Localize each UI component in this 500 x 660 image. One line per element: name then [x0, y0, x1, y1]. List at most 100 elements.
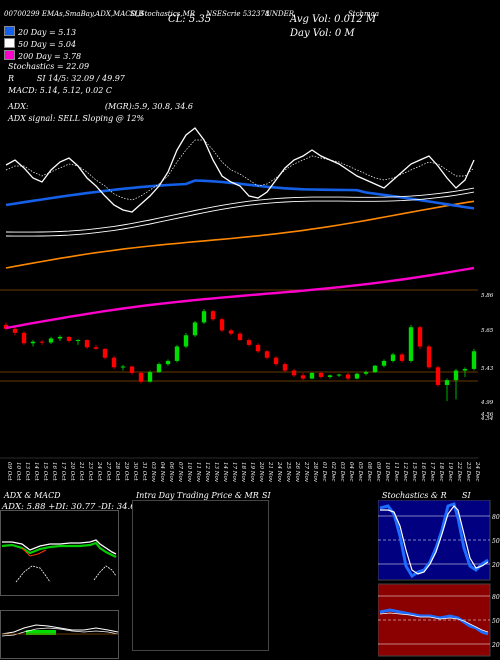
candle-body — [120, 366, 126, 368]
candle-body — [444, 380, 450, 385]
date-tick-label: 16 Dec — [420, 462, 426, 482]
close-price-line — [5, 127, 475, 213]
intraday-title-suffix: SI — [262, 491, 271, 500]
macd-readout: MACD: 5.14, 5.12, 0.02 C — [8, 86, 113, 95]
price-chart: 5.86 5.65 5.43 4.99 4.564.54 09 Oct 10 Oct 13 O… — [0, 127, 494, 483]
date-tick-label: 17 Oct — [60, 462, 66, 481]
date-tick-label: 12 Dec — [402, 462, 408, 482]
adx-macd-panel — [0, 510, 119, 659]
avg-volume: Avg Vol: 0.012 M — [290, 14, 377, 25]
candle-body — [282, 364, 288, 371]
candle-body — [192, 322, 198, 336]
price-axis-label: 4.54 — [480, 416, 494, 422]
date-tick-label: 03 Dec — [339, 462, 345, 482]
candle-body — [399, 354, 405, 361]
intraday-panel — [132, 500, 269, 651]
ma20-line — [5, 179, 475, 210]
candle-body — [138, 372, 144, 382]
ma20-swatch — [4, 26, 15, 36]
candle-body — [273, 357, 279, 365]
candle-body — [183, 335, 189, 347]
candle-body — [39, 341, 45, 343]
date-tick-label: 18 Dec — [438, 462, 444, 482]
intraday-frame — [132, 500, 269, 651]
date-tick-label: 24 Nov — [276, 461, 282, 483]
stoch-fast-line — [379, 502, 489, 579]
candle-body — [345, 374, 351, 379]
candle-body — [462, 368, 468, 371]
date-tick-label: 07 Nov — [177, 462, 183, 483]
candle-body — [129, 366, 135, 373]
stoch-title: Stochastics & R — [382, 491, 447, 500]
date-tick-label: 19 Dec — [447, 462, 453, 482]
date-tick-label: 12 Nov — [204, 462, 210, 483]
ma200-line — [5, 266, 475, 330]
candle-body — [381, 360, 387, 366]
ma50-line-b — [5, 191, 475, 237]
candle-body — [300, 375, 306, 379]
date-tick-label: 17 Dec — [429, 462, 435, 482]
adx-slope-right — [93, 565, 117, 581]
stoch-slow-line — [380, 505, 489, 575]
stoch-tick-20: 20 — [491, 562, 500, 569]
date-tick-label: 05 Dec — [357, 462, 363, 482]
rsi-tick-50: 50 — [492, 618, 500, 625]
date-tick-label: 27 Nov — [303, 461, 309, 483]
candle-body — [228, 330, 234, 334]
adx-macd-title: ADX & MACD — [4, 491, 61, 500]
rsi-readout: R SI 14/5: 32.09 / 49.97 — [8, 74, 125, 83]
candle-body — [417, 327, 423, 347]
adx-readout: ADX: (MGR):5.9, 30.8, 34.6 — [8, 102, 193, 111]
date-tick-label: 19 Nov — [249, 462, 255, 483]
date-tick-label: 21 Nov — [267, 461, 273, 483]
price-axis-label: 5.43 — [481, 366, 494, 372]
candle-body — [111, 357, 117, 368]
adx-frame — [0, 510, 119, 596]
candle-body — [219, 319, 225, 331]
date-tick-label: 10 Dec — [384, 462, 390, 482]
candle-body — [84, 340, 90, 348]
candle-body — [21, 332, 27, 344]
candle-body — [246, 340, 252, 345]
candle-body — [453, 370, 459, 381]
candle-body — [327, 375, 333, 377]
rsi-fast-line — [379, 608, 489, 636]
date-tick-label: 15 Oct — [42, 462, 48, 481]
chart-title-mid: SI,Stochastics,MR — [130, 10, 196, 18]
date-tick-label: 06 Nov — [168, 462, 174, 483]
close-price: CL: 5.35 — [168, 14, 212, 25]
candle-body — [210, 311, 216, 320]
price-axis-label: 4.56 — [480, 412, 494, 418]
date-tick-label: 31 Oct — [141, 462, 147, 481]
date-tick-label: 25 Nov — [285, 461, 291, 483]
date-tick-label: 24 Oct — [96, 461, 102, 481]
date-tick-label: 04 Nov — [159, 462, 165, 483]
date-tick-label: 16 Oct — [51, 462, 57, 481]
ma200-swatch — [4, 50, 15, 60]
ma50-swatch — [4, 38, 15, 48]
day-volume: Day Vol: 0 M — [290, 28, 355, 39]
rsi-tick-20: 20 — [491, 642, 500, 649]
legend-ma200: 200 Day = 3.78 — [4, 50, 81, 61]
stoch-title-suffix: SI — [462, 491, 471, 500]
candle-body — [156, 364, 162, 373]
stochastics-rsi-panel: 80 50 20 80 50 20 — [378, 500, 500, 657]
stoch-tick-50: 50 — [492, 538, 500, 545]
stochastics-readout: Stochastics = 22.09 — [8, 62, 90, 71]
candle-body — [66, 336, 72, 341]
date-tick-label: 24 Dec — [474, 461, 480, 482]
chart-title-far: Stchmaa — [348, 10, 380, 18]
date-tick-label: 11 Dec — [393, 462, 399, 482]
macd-frame — [0, 610, 119, 659]
date-tick-label: 13 Nov — [213, 462, 219, 483]
candle-body — [12, 328, 18, 333]
price-axis-label: 5.65 — [481, 328, 494, 334]
candle-body — [471, 351, 477, 369]
price-axis-label: 5.86 — [481, 293, 494, 299]
date-tick-label: 23 Oct — [87, 461, 93, 481]
candle-body — [48, 338, 54, 343]
date-tick-label: 14 Nov — [222, 462, 228, 483]
date-tick-label: 27 Oct — [105, 461, 111, 481]
minus-di-line — [21, 547, 47, 557]
candle-body — [57, 336, 63, 339]
